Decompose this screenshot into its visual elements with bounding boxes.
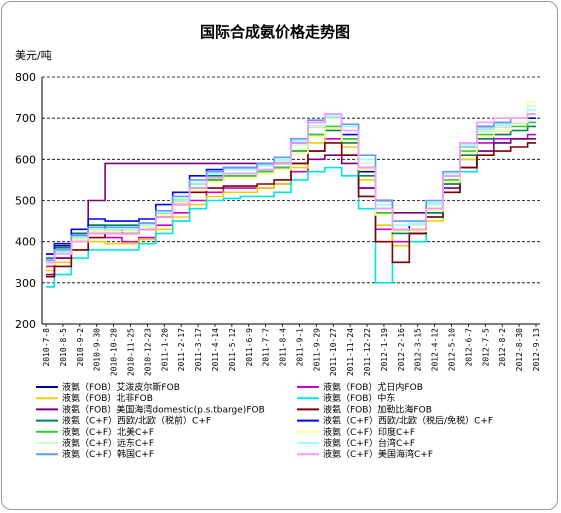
x-tick-label: 2012-5-10: [448, 328, 457, 372]
legend-entry-label: 液氨（C+F）远东C+F: [62, 437, 154, 449]
plot-area: 200 300 400 500 600 700 800 2010-7-8 2010-8-5 201…: [15, 71, 541, 376]
x-tick-label: 2010-10-28: [110, 328, 119, 376]
y-tick-label: 200: [15, 318, 36, 331]
legend-entry-label: 液氨（FOB）尤日内FOB: [323, 381, 423, 393]
legend-entry-label: 液氨（FOB）北非FOB: [62, 392, 153, 404]
x-tick-label: 2012-1-19: [380, 328, 389, 372]
legend-entry-label: 液氨（C+F）台湾C+F: [323, 437, 415, 449]
x-tick-label: 2011-2-17: [177, 328, 186, 372]
legend-entry-label: 液氨（C+F）印度C+F: [323, 426, 415, 438]
x-tick-label: 2010-12-23: [143, 328, 152, 376]
series-line: [46, 100, 536, 266]
series-line: [46, 113, 536, 264]
x-tick-label: 2010-9-2: [76, 328, 85, 367]
x-tick-label: 2012-6-7: [464, 328, 473, 367]
x-tick-label: 2012-2-16: [397, 328, 406, 372]
x-tick-label: 2011-5-12: [228, 328, 237, 372]
x-tick-label: 2011-9-1: [295, 328, 304, 367]
x-tick-label: 2012-7-5: [481, 328, 490, 367]
legend-entry-label: 液氨（C+F）韩国C+F: [62, 448, 154, 460]
x-tick-label: 2011-8-4: [279, 328, 288, 367]
x-tick-label: 2010-9-30: [93, 328, 102, 372]
x-tick-label: 2010-11-25: [126, 328, 135, 376]
x-tick-label: 2011-11-24: [346, 328, 355, 376]
x-tick-label: 2012-3-15: [414, 328, 423, 372]
x-tick-label: 2011-6-9: [245, 328, 254, 367]
legend-entry-label: 液氨（C+F）西欧/北欧（税前）C+F: [62, 415, 211, 427]
x-tick-label: 2011-10-27: [329, 328, 338, 376]
legend-entry-label: 液氨（FOB）加勒比海FOB: [323, 403, 432, 415]
legend-entry-label: 液氨（FOB）艾泼皮尔斯FOB: [62, 381, 180, 393]
y-tick-label: 800: [15, 71, 36, 84]
x-tick-label: 2011-4-14: [211, 328, 220, 372]
y-axis-unit-label: 美元/吨: [15, 49, 52, 62]
x-tick-label: 2012-4-12: [431, 328, 440, 372]
y-tick-label: 700: [15, 112, 36, 125]
y-tick-label: 400: [15, 236, 36, 249]
legend-entry-label: 液氨（C+F）北美C+F: [62, 426, 154, 438]
legend-entry-label: 液氨（C+F）西欧/北欧（税后/免税）C+F: [323, 415, 493, 427]
y-tick-label: 600: [15, 153, 36, 166]
x-tick-label: 2010-7-8: [42, 328, 51, 367]
x-tick-label: 2011-12-22: [363, 328, 372, 376]
y-tick-label: 500: [15, 195, 36, 208]
x-tick-label: 2011-3-17: [194, 328, 203, 372]
x-tick-label: 2012-8-2: [498, 328, 507, 367]
legend-entry-label: 液氨（FOB）美国海湾domestic(p.s.tbarge)FOB: [62, 403, 265, 415]
legend-entry-label: 液氨（FOB）中东: [323, 392, 395, 404]
chart-title: 国际合成氨价格走势图: [200, 23, 350, 41]
legend-entry-label: 液氨（C+F）美国海湾C+F: [323, 448, 433, 460]
x-tick-label: 2011-7-7: [262, 328, 271, 367]
x-tick-label: 2010-8-5: [59, 328, 68, 367]
x-tick-label: 2012-8-30: [515, 328, 524, 372]
x-tick-label: 2012-9-13: [532, 328, 541, 372]
y-tick-label: 300: [15, 277, 36, 290]
x-tick-label: 2011-1-20: [160, 328, 169, 372]
legend: 液氨（FOB）艾泼皮尔斯FOB 液氨（FOB）尤日内FOB 液氨（FOB）北非FOB…: [36, 381, 493, 460]
x-tick-label: 2011-9-29: [312, 328, 321, 372]
